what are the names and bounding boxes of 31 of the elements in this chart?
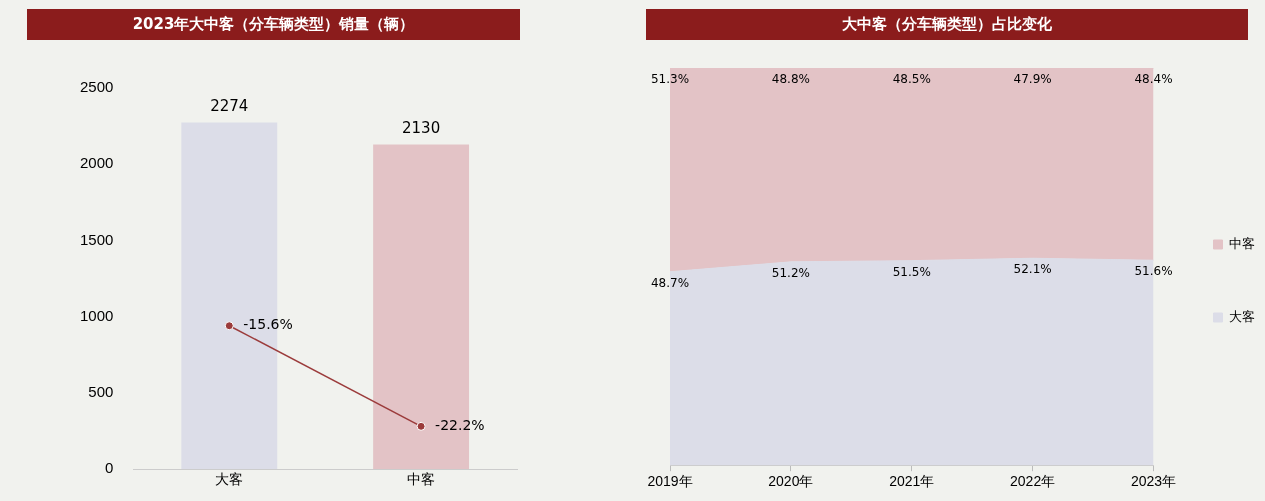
data-label: 48.5% <box>892 72 931 87</box>
data-label: 2130 <box>402 118 441 137</box>
data-label: 51.3% <box>650 72 690 87</box>
data-label: 48.7% <box>650 275 690 290</box>
chart-title: 2023年大中客（分车辆类型）销量（辆） <box>27 9 520 40</box>
legend-label: 中客 <box>1229 236 1255 252</box>
y-tick-label: 0 <box>105 459 114 477</box>
data-label: 2274 <box>210 96 249 115</box>
x-tick-label: 大客 <box>215 471 244 488</box>
x-tick-label: 2023年 <box>1130 473 1177 490</box>
data-label: 51.2% <box>771 265 810 280</box>
y-tick-label: 500 <box>88 382 114 400</box>
data-label: 48.8% <box>771 72 810 87</box>
data-label: 47.9% <box>1013 72 1052 87</box>
chart-title: 大中客（分车辆类型）占比变化 <box>646 9 1248 40</box>
data-label: 52.1% <box>1013 262 1052 277</box>
x-tick-label: 2020年 <box>768 473 814 490</box>
legend-label: 大客 <box>1229 309 1255 325</box>
x-tick-label: 中客 <box>407 471 436 488</box>
data-label: 48.4% <box>1134 72 1173 87</box>
data-label: 51.5% <box>892 264 931 279</box>
x-tick-label: 2022年 <box>1010 473 1056 490</box>
data-label: -15.6% <box>243 316 293 333</box>
y-tick-label: 2000 <box>79 154 114 172</box>
y-tick-label: 2500 <box>79 78 114 96</box>
x-tick-label: 2021年 <box>889 473 935 490</box>
y-tick-label: 1000 <box>79 306 114 324</box>
x-tick-label: 2019年 <box>647 473 693 490</box>
y-tick-label: 1500 <box>79 230 114 248</box>
data-label: 51.6% <box>1134 264 1173 279</box>
data-label: -22.2% <box>435 416 485 433</box>
